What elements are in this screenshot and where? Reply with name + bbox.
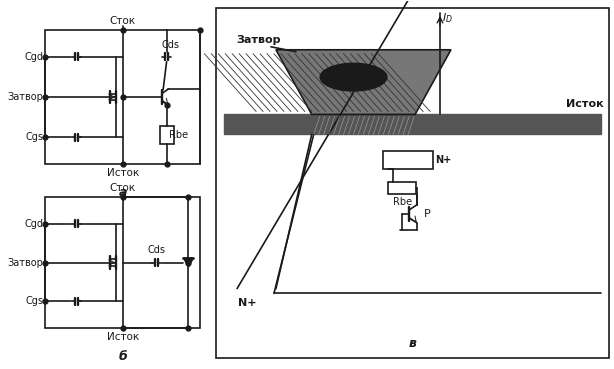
Bar (383, 151, 433, 169)
Text: Исток: Исток (107, 168, 139, 178)
Polygon shape (184, 258, 193, 267)
Text: Cds: Cds (147, 245, 166, 255)
Bar (45, 30, 200, 164)
Polygon shape (224, 114, 601, 134)
Text: Cds: Cds (161, 40, 180, 50)
Text: Исток: Исток (567, 99, 604, 110)
Text: б: б (119, 350, 127, 363)
Text: P: P (424, 209, 430, 219)
Bar (45, 197, 200, 328)
Polygon shape (276, 50, 451, 114)
Text: Затвор: Затвор (236, 35, 281, 45)
Text: Затвор: Затвор (7, 258, 44, 268)
Text: Cgs: Cgs (25, 296, 44, 306)
Text: $I_D$: $I_D$ (442, 11, 453, 25)
Text: N+: N+ (238, 298, 257, 308)
Text: Сток: Сток (110, 183, 136, 193)
Text: Исток: Исток (107, 332, 139, 342)
Bar (388, 182, 416, 194)
Ellipse shape (319, 63, 387, 92)
Text: Rbe: Rbe (169, 130, 188, 139)
Bar (216, 8, 609, 358)
Text: N+: N+ (435, 155, 451, 165)
Text: Cgs: Cgs (25, 132, 44, 142)
Text: Rbe: Rbe (393, 197, 412, 207)
Text: Затвор: Затвор (7, 92, 44, 102)
Text: в: в (409, 337, 417, 350)
Bar (160, 125, 174, 144)
Text: Cgd: Cgd (25, 219, 44, 229)
Text: Сток: Сток (110, 16, 136, 26)
Text: Cgd: Cgd (25, 52, 44, 62)
Text: а: а (119, 186, 127, 199)
